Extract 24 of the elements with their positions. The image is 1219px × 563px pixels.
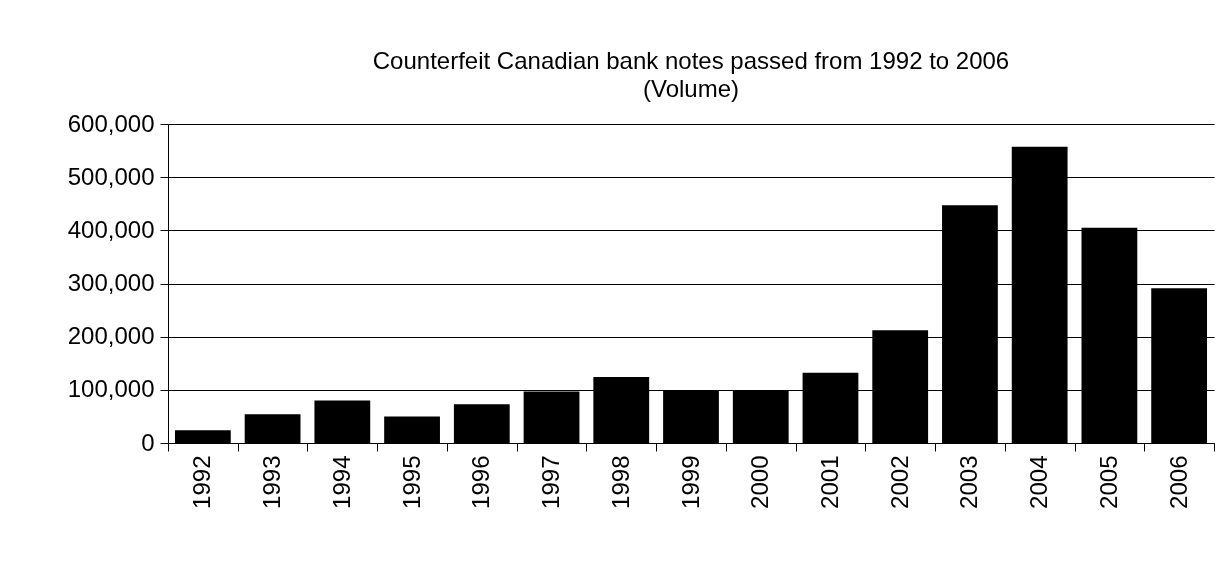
y-tick-label: 600,000 — [67, 109, 155, 137]
x-tick-label: 2002 — [885, 455, 913, 509]
y-tick-label: 500,000 — [67, 162, 155, 190]
x-tick-label: 1993 — [258, 455, 286, 509]
y-tick-label: 400,000 — [67, 215, 155, 243]
x-tick-label: 1999 — [676, 455, 704, 509]
x-tick-label: 2005 — [1094, 455, 1122, 509]
chart-subtitle: (Volume) — [642, 75, 740, 102]
x-tick-label: 1992 — [188, 455, 216, 509]
y-tick-label: 100,000 — [67, 375, 155, 403]
x-tick-label: 1994 — [327, 455, 355, 509]
x-tick-label: 2000 — [746, 455, 774, 509]
x-tick-label: 2004 — [1025, 455, 1053, 509]
x-tick-label: 1995 — [397, 455, 425, 509]
y-tick-label: 200,000 — [67, 322, 155, 350]
x-tick-label: 1997 — [537, 455, 565, 509]
x-tick-label: 1998 — [606, 455, 634, 509]
x-tick-label: 2003 — [955, 455, 983, 509]
y-tick-label: 0 — [141, 428, 155, 456]
y-tick-label: 300,000 — [67, 269, 155, 296]
x-tick-label: 2001 — [815, 455, 843, 509]
x-tick-label: 2006 — [1164, 455, 1192, 509]
x-tick-label: 1996 — [467, 455, 495, 509]
chart-title: Counterfeit Canadian bank notes passed from 1992 to 2006 — [372, 47, 1010, 74]
